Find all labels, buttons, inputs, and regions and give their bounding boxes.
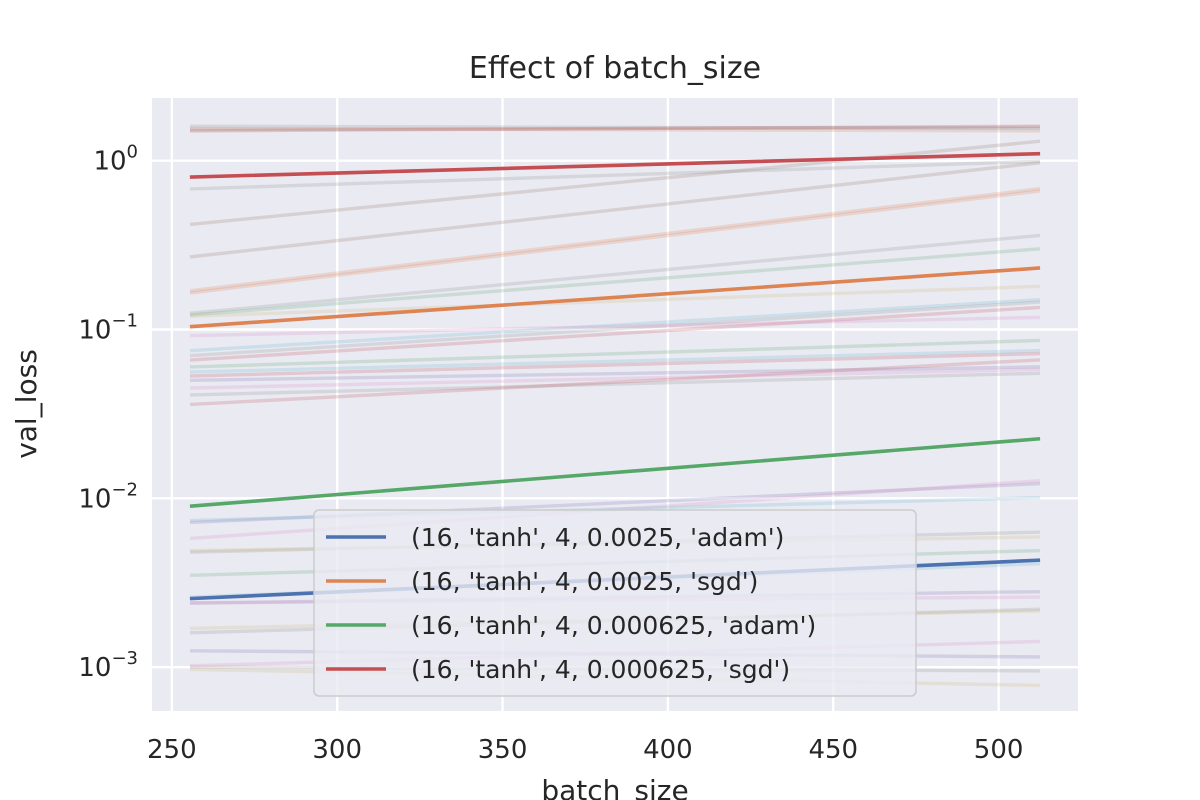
legend-box <box>313 509 917 697</box>
chart-title: Effect of batch_size <box>469 51 761 86</box>
legend-label: (16, 'tanh', 4, 0.000625, 'adam') <box>411 611 816 640</box>
y-axis-label: val_loss <box>10 349 43 459</box>
background-series-line <box>189 358 1041 407</box>
x-tick-label: 250 <box>147 735 197 765</box>
y-axis-ticks: 10−3 10−2 10−1 100 <box>78 142 138 684</box>
x-axis-label: batch_size <box>541 774 688 800</box>
background-series-line <box>189 351 1041 378</box>
background-series-line <box>189 233 1041 315</box>
background-series-line <box>189 189 1041 295</box>
background-series-line <box>189 365 1041 383</box>
background-series-line <box>189 139 1041 227</box>
legend-entry: (16, 'tanh', 4, 0.0025, 'sgd') <box>326 567 758 596</box>
background-series-line <box>189 161 1041 259</box>
legend-label: (16, 'tanh', 4, 0.0025, 'sgd') <box>411 567 758 596</box>
background-series-line <box>189 305 1041 362</box>
x-tick-label: 350 <box>478 735 528 765</box>
background-series-line <box>189 348 1041 374</box>
y-tick-label: 10−1 <box>78 310 138 345</box>
x-axis-ticks: 250 300 350 400 450 500 <box>147 735 1023 765</box>
legend-entry: (16, 'tanh', 4, 0.0025, 'adam') <box>326 523 784 552</box>
series-line-3 <box>189 436 1041 509</box>
background-series-line <box>189 247 1041 317</box>
legend-label: (16, 'tanh', 4, 0.0025, 'adam') <box>411 523 784 552</box>
background-series-line <box>189 187 1041 293</box>
x-tick-label: 400 <box>643 735 693 765</box>
background-series-line <box>189 298 1041 353</box>
legend-entry: (16, 'tanh', 4, 0.000625, 'adam') <box>326 611 816 640</box>
background-series-line <box>189 124 1041 131</box>
y-tick-label: 10−2 <box>78 479 138 514</box>
series-line-4 <box>189 151 1041 179</box>
background-series-line <box>189 371 1041 397</box>
background-series-line <box>189 159 1041 191</box>
series-line-2 <box>189 266 1041 329</box>
background-series-line <box>189 126 1041 133</box>
x-tick-label: 300 <box>312 735 362 765</box>
background-series-line <box>189 284 1041 318</box>
background-series-line <box>189 315 1041 338</box>
background-series-line <box>189 367 1041 390</box>
x-tick-label: 500 <box>974 735 1024 765</box>
background-series-line <box>189 124 1041 133</box>
x-tick-label: 450 <box>808 735 858 765</box>
background-series-line <box>189 125 1041 132</box>
legend-label: (16, 'tanh', 4, 0.000625, 'sgd') <box>411 655 790 684</box>
background-series-line <box>189 338 1041 369</box>
y-tick-label: 100 <box>93 142 138 177</box>
background-series-line <box>189 300 1041 358</box>
legend: (16, 'tanh', 4, 0.0025, 'adam') (16, 'tan… <box>313 509 917 697</box>
legend-entry: (16, 'tanh', 4, 0.000625, 'sgd') <box>326 655 790 684</box>
y-tick-label: 10−3 <box>78 648 138 683</box>
